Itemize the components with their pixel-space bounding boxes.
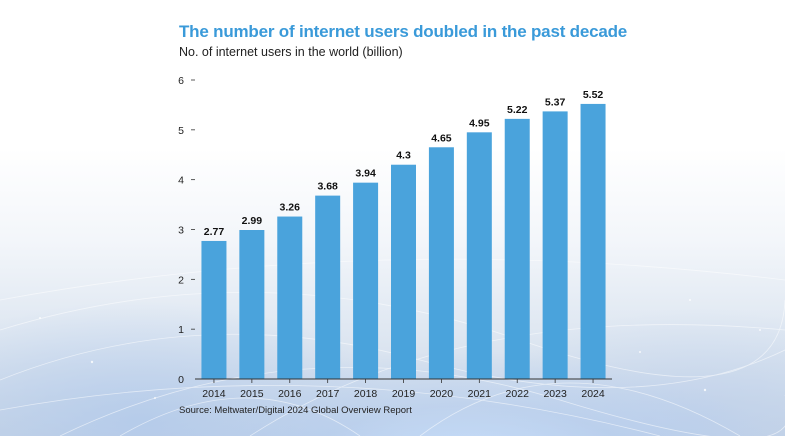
bar [277, 216, 303, 379]
bar-value-label: 4.3 [396, 150, 411, 162]
x-tick-label: 2016 [278, 388, 302, 400]
chart-title: The number of internet users doubled in … [179, 22, 628, 41]
y-tick-label: 3 [178, 225, 184, 237]
x-tick-label: 2015 [240, 388, 264, 400]
bar [315, 195, 341, 379]
bar [580, 103, 606, 380]
y-tick-label: 0 [178, 374, 184, 386]
x-tick-label: 2022 [506, 388, 530, 400]
bar-value-label: 4.95 [469, 117, 490, 129]
x-tick-label: 2017 [316, 388, 340, 400]
y-tick-label: 2 [178, 274, 184, 286]
bar-value-label: 2.77 [204, 226, 225, 238]
bar-value-label: 3.94 [355, 168, 376, 180]
x-tick-label: 2014 [202, 388, 226, 400]
chart-subtitle: No. of internet users in the world (bill… [179, 45, 403, 59]
bar-value-label: 5.22 [507, 104, 528, 116]
bar-value-label: 3.68 [317, 181, 338, 193]
bar [239, 229, 265, 379]
x-tick-label: 2023 [543, 388, 567, 400]
x-tick-label: 2020 [430, 388, 454, 400]
bar-value-label: 5.37 [545, 96, 566, 108]
bar-value-label: 2.99 [242, 215, 263, 227]
y-tick-label: 5 [178, 125, 184, 137]
bar-value-label: 3.26 [280, 202, 301, 214]
y-tick-label: 6 [178, 75, 184, 87]
bar [504, 118, 530, 380]
bar-value-label: 5.52 [583, 89, 604, 101]
bar [466, 132, 492, 379]
x-tick-label: 2019 [392, 388, 416, 400]
bar [391, 164, 416, 379]
y-tick-label: 1 [178, 324, 184, 336]
x-tick-label: 2024 [581, 388, 605, 400]
bar [201, 240, 227, 379]
bar [542, 111, 568, 380]
x-tick-label: 2018 [354, 388, 378, 400]
y-tick-label: 4 [178, 175, 184, 187]
bar [353, 182, 379, 379]
source-note: Source: Meltwater/Digital 2024 Global Ov… [179, 405, 412, 416]
bar [428, 147, 454, 379]
bar-value-label: 4.65 [431, 132, 452, 144]
x-tick-label: 2021 [468, 388, 492, 400]
